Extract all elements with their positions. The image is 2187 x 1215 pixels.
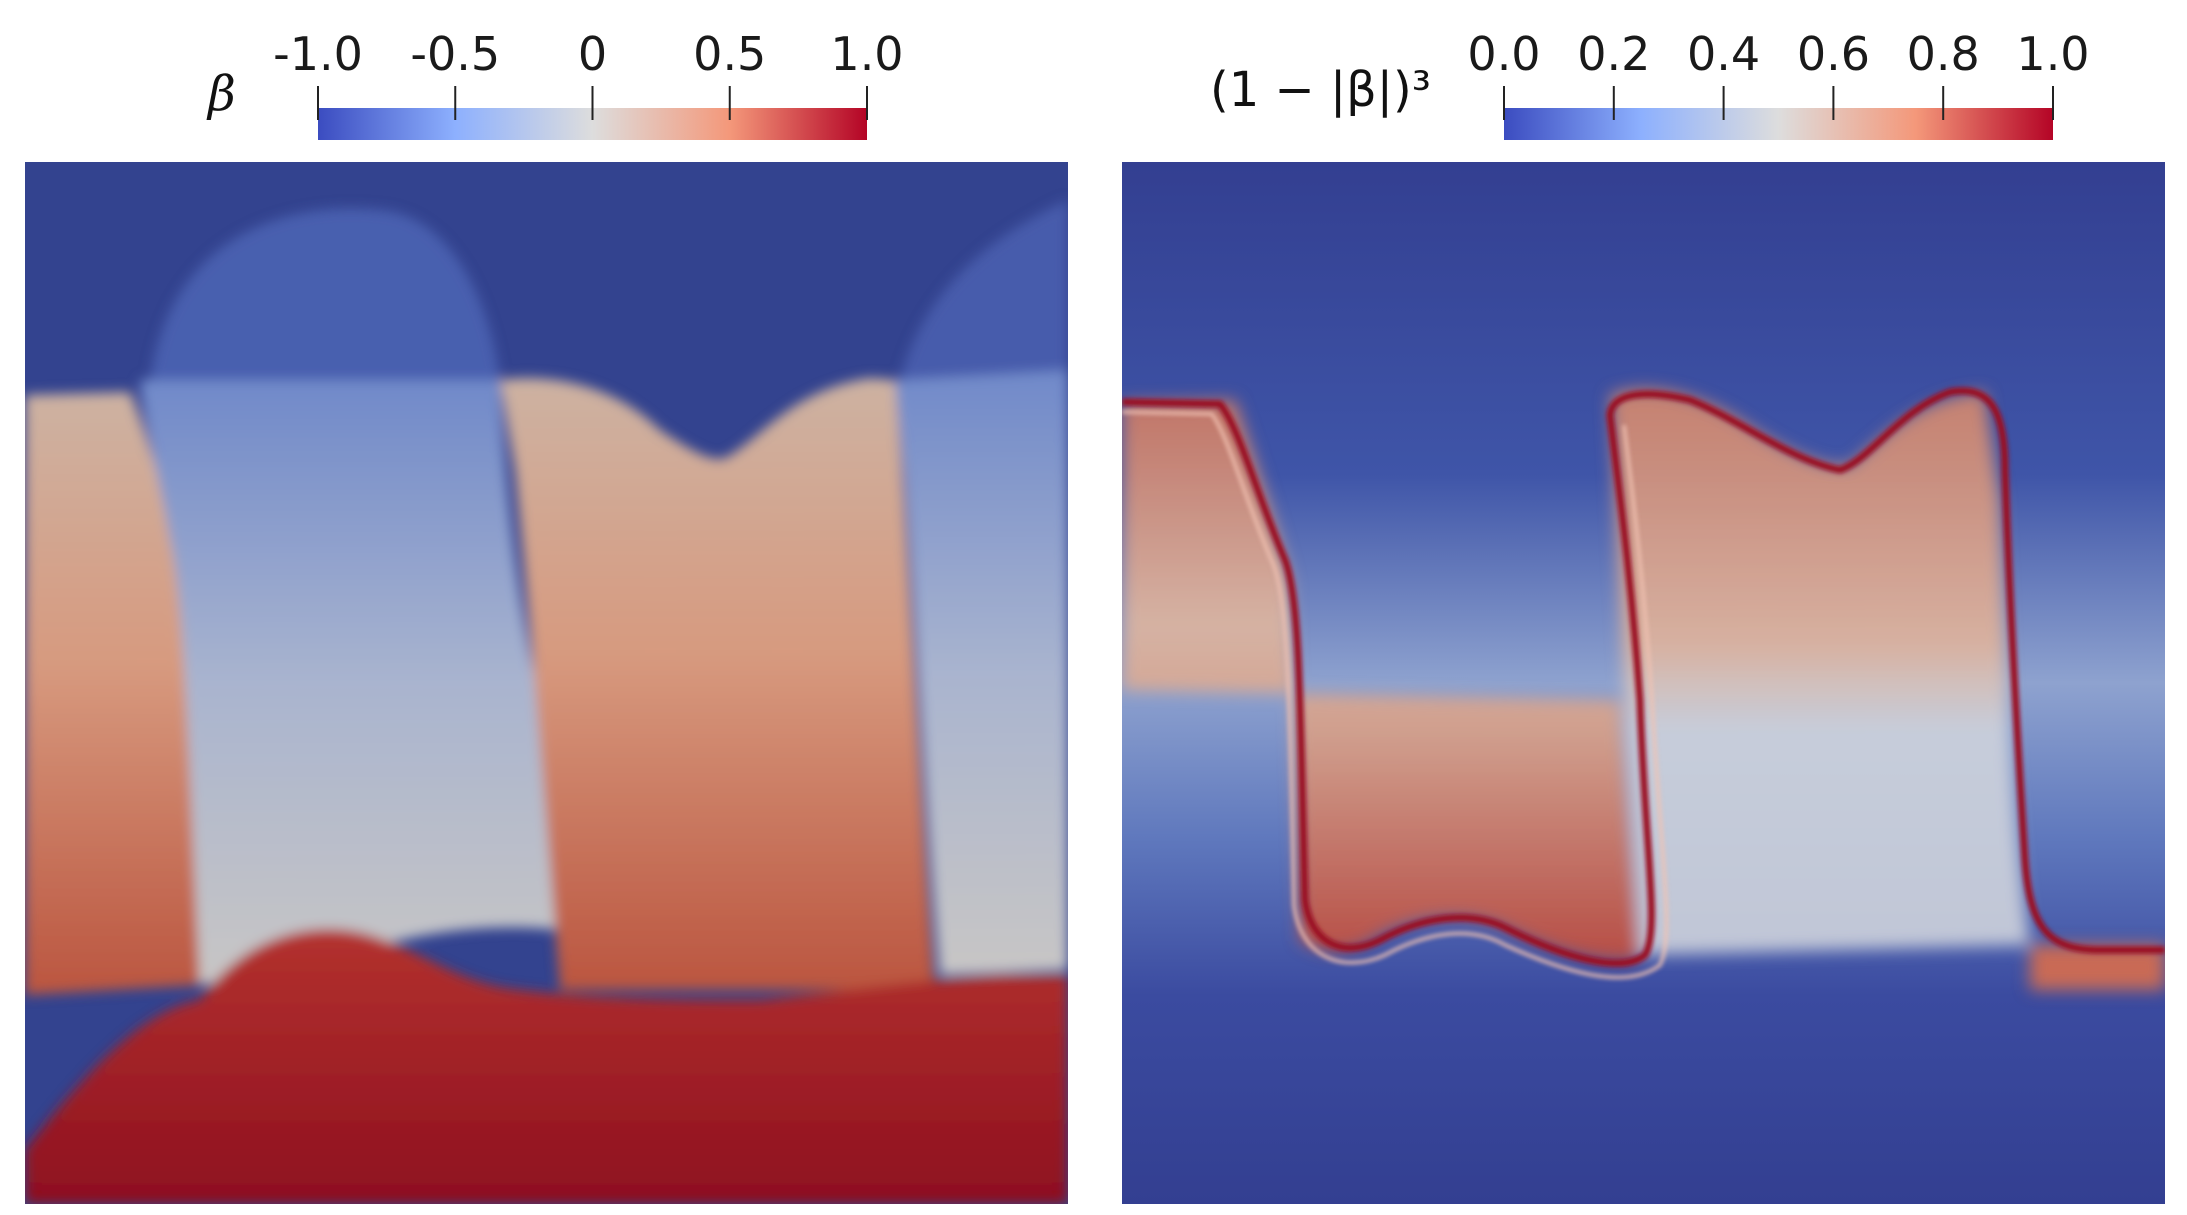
right-tick-label: 0.0 bbox=[1467, 27, 1540, 81]
left-tick-label: 1.0 bbox=[830, 27, 903, 81]
left-tick-label: -1.0 bbox=[273, 27, 363, 81]
left-tick-label: -0.5 bbox=[410, 27, 500, 81]
right-tick-label: 0.2 bbox=[1577, 27, 1650, 81]
right-tick-label: 0.4 bbox=[1687, 27, 1760, 81]
right-tick-label: 1.0 bbox=[2016, 27, 2089, 81]
colorbar-right-label: (1 − |β|)³ bbox=[1210, 62, 1431, 118]
colorbar-right: (1 − |β|)³ 0.0 0.2 0.4 0.6 0.8 1.0 bbox=[1210, 27, 2090, 140]
left-tick-label: 0 bbox=[578, 27, 607, 81]
colorbar-left: β -1.0 -0.5 0 0.5 1.0 bbox=[206, 27, 904, 140]
indicator-field-panel bbox=[1122, 162, 2165, 1204]
right-tick-label: 0.6 bbox=[1797, 27, 1870, 81]
colorbar-left-label: β bbox=[206, 66, 236, 122]
beta-field-panel bbox=[25, 162, 1068, 1204]
right-tick-label: 0.8 bbox=[1907, 27, 1980, 81]
colorbar-right-gradient bbox=[1504, 108, 2053, 140]
left-tick-label: 0.5 bbox=[693, 27, 766, 81]
